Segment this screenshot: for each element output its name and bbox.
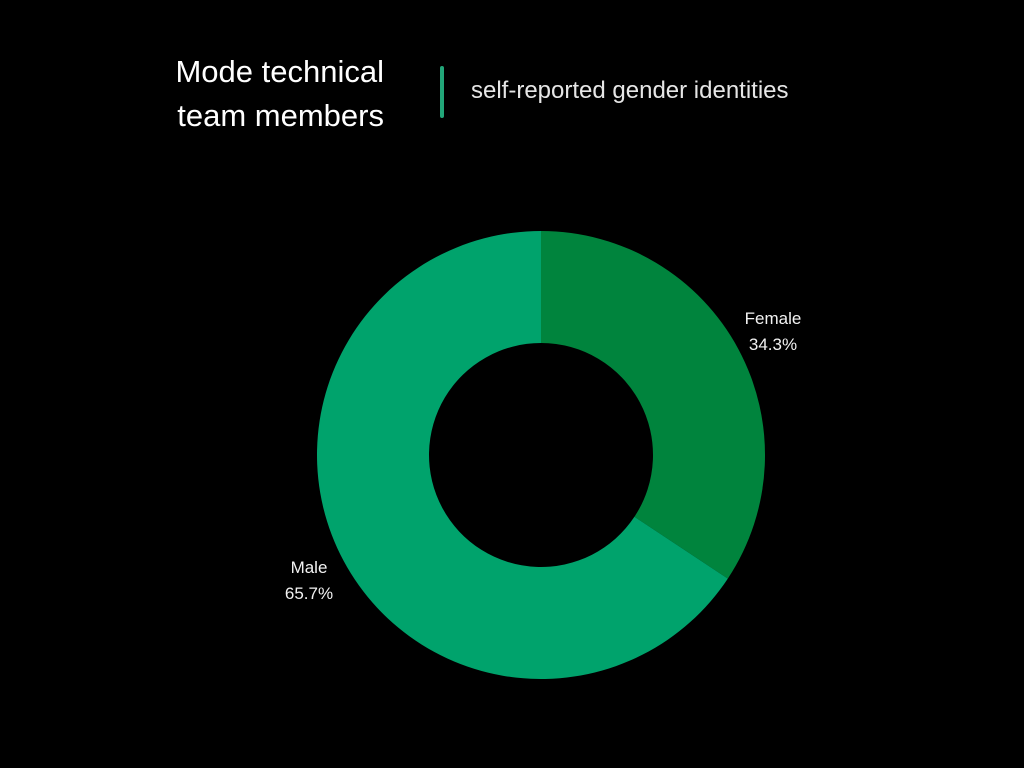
chart-title-line2: team members [177, 98, 384, 133]
title-divider [440, 66, 444, 118]
slice-value-female: 34.3% [749, 335, 797, 354]
slice-label-female: Female [745, 309, 802, 328]
slice-value-male: 65.7% [285, 584, 333, 603]
donut-slice-female [541, 231, 766, 579]
donut-slice-male [317, 231, 728, 679]
chart-title-line1: Mode technical [175, 54, 384, 89]
chart-subtitle: self-reported gender identities [471, 77, 789, 104]
chart-title: Mode technical team members [120, 50, 384, 138]
slice-label-male: Male [291, 558, 328, 577]
